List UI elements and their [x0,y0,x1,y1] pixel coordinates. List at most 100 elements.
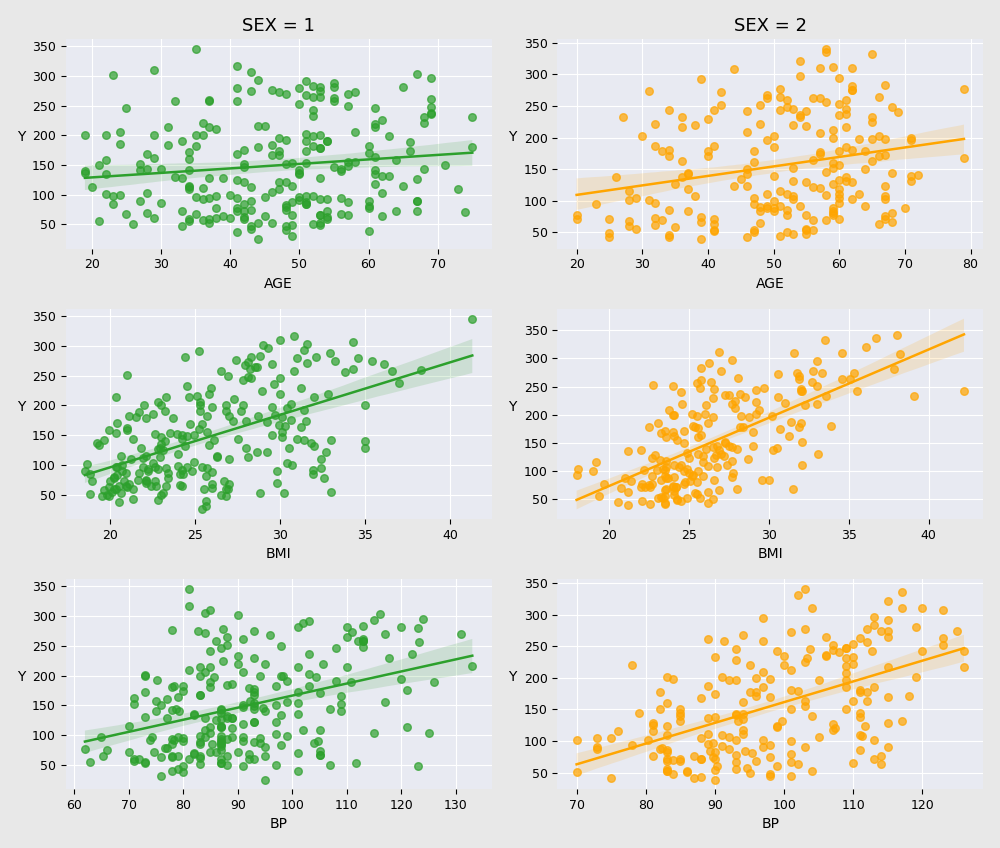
Point [793,416,809,430]
Point [229,95,245,109]
Point [186,706,202,720]
Point [320,387,336,400]
Point [588,455,604,469]
Point [659,745,675,758]
Point [880,631,896,644]
Point [770,368,786,382]
Point [781,429,797,443]
Point [402,135,418,148]
Point [752,117,768,131]
Point [658,454,674,467]
Point [170,750,186,763]
Point [312,192,328,205]
Point [305,79,321,92]
Point [437,159,453,172]
Point [814,366,830,380]
Point [229,59,245,73]
Point [192,729,208,743]
Point [84,475,100,488]
Point [138,449,154,463]
Point [658,460,674,473]
Point [312,722,328,736]
Point [121,477,137,491]
Point [257,740,273,754]
Point [653,427,669,440]
Point [249,445,265,459]
Point [792,54,808,68]
Point [213,733,229,746]
Point [680,182,696,196]
Point [218,399,234,412]
Point [264,138,280,152]
Point [279,674,295,688]
Point [77,742,93,756]
Point [711,483,727,496]
Point [305,130,321,143]
Point [864,644,880,658]
Point [790,588,806,601]
Point [271,144,287,158]
Point [620,444,636,458]
Point [707,711,723,724]
Point [290,621,306,634]
Point [243,84,259,98]
Point [113,486,129,499]
Point [194,503,210,516]
Point [783,416,799,429]
Point [202,720,218,734]
Point [707,773,723,786]
Point [252,731,268,745]
Point [316,471,332,485]
Point [797,656,813,669]
Point [278,176,294,189]
Point [208,212,224,226]
Point [700,113,716,126]
Point [340,209,356,222]
Point [666,483,682,497]
Point [190,624,206,638]
Point [880,740,896,754]
Point [112,188,128,202]
Point [831,192,847,205]
Point [138,473,154,487]
Point [195,128,211,142]
Point [128,410,144,423]
Point [894,585,910,599]
Point [361,199,377,213]
Point [641,478,657,492]
Point [728,643,744,656]
Point [739,167,755,181]
Point [246,702,262,716]
Point [798,176,814,189]
Point [208,201,224,215]
Point [724,354,740,368]
Y-axis label: Y: Y [508,130,517,144]
Point [219,749,235,762]
Point [705,750,721,764]
Point [701,357,717,371]
Point [102,475,118,488]
Point [739,231,755,244]
Point [748,754,764,767]
Point [818,390,834,404]
Point [742,658,758,672]
Point [194,417,210,431]
Point [804,710,820,723]
Point [108,460,124,474]
Point [739,162,755,176]
Point [783,770,799,784]
Point [647,448,663,461]
Point [857,199,873,213]
Point [264,83,280,97]
Point [409,67,425,81]
Point [657,483,673,496]
Point [301,679,317,693]
Point [818,165,834,179]
Point [728,708,744,722]
Point [395,179,411,192]
Point [109,468,125,482]
Point [201,120,217,134]
Point [729,481,745,494]
Point [666,470,682,483]
Point [785,103,801,116]
